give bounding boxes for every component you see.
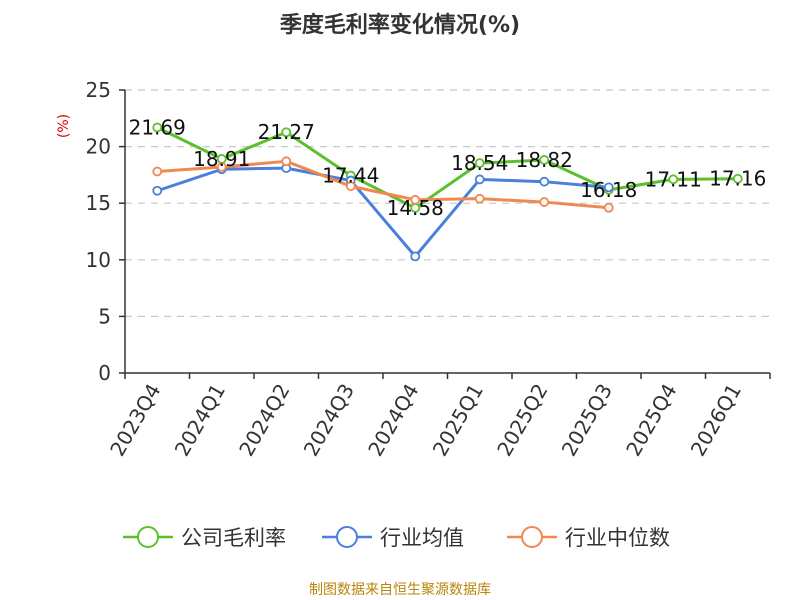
data-point [216,162,227,172]
legend-label: 公司毛利率 [181,526,286,550]
data-point [410,194,421,205]
axes: 0 5 10 15 20 25 2023Q4 2024Q1 2024Q2 2024Q3 2024Q4… [86,78,771,461]
y-axis-label: (%) [56,114,72,138]
data-point [410,251,421,262]
data-point [603,202,614,213]
x-tick-label: 2024Q4 [363,380,423,461]
data-point [281,156,292,167]
data-label: 16.18 [580,178,637,202]
data-point [668,174,679,185]
grid-lines [125,89,770,317]
y-tick-label: 0 [98,361,111,385]
x-tick-label: 2025Q3 [557,380,617,461]
legend-label: 行业均值 [380,526,464,550]
data-label: 17.16 [709,167,766,191]
data-point [603,182,614,193]
x-tick-label: 2023Q4 [105,380,165,461]
data-label: 21.69 [129,115,186,139]
legend-label: 行业中位数 [565,526,670,550]
data-point [281,127,292,138]
series-line [156,166,609,258]
data-point [732,173,743,184]
data-point [539,155,550,165]
data-label: 18.91 [193,147,250,171]
y-tick-label: 10 [86,248,111,272]
series-line [156,126,738,210]
legend-marker [137,526,159,548]
x-tick-label: 2025Q4 [621,380,681,461]
data-point [474,158,485,169]
x-tick-label: 2024Q3 [299,380,359,461]
data-point [152,122,163,133]
data-label: 14.58 [387,196,444,220]
data-point [345,181,356,192]
y-tick-label: 5 [98,304,111,328]
series-group [152,122,743,262]
series-line [157,159,609,210]
x-tick-label: 2024Q2 [234,380,294,461]
y-tick-label: 20 [86,135,111,159]
legend-marker [521,526,543,548]
data-label: 17.11 [645,167,702,191]
data-labels: 21.69 18.91 21.27 17.44 14.58 18.54 18.82 16.18… [129,115,767,219]
source-note: 制图数据来自恒生聚源数据库 [309,582,491,598]
x-tick-label: 2025Q2 [492,380,552,461]
x-tick-label: 2024Q1 [170,380,230,461]
y-tick-label: 15 [86,191,111,215]
data-point [474,174,485,185]
data-point [539,197,550,207]
data-point [152,166,163,177]
legend-marker [336,526,358,548]
data-point [539,176,550,187]
y-tick-label: 25 [86,78,111,102]
chart-title: 季度毛利率变化情况(%) [280,12,520,38]
data-label: 21.27 [258,120,315,144]
data-point [152,185,163,196]
x-tick-label: 2025Q1 [428,380,488,461]
x-tick-label: 2026Q1 [686,380,746,461]
data-point [474,193,485,204]
data-label: 18.82 [516,148,573,172]
data-label: 18.54 [451,151,508,175]
legend: 公司毛利率 行业均值 行业中位数 [123,526,670,550]
data-label: 17.44 [322,164,379,188]
